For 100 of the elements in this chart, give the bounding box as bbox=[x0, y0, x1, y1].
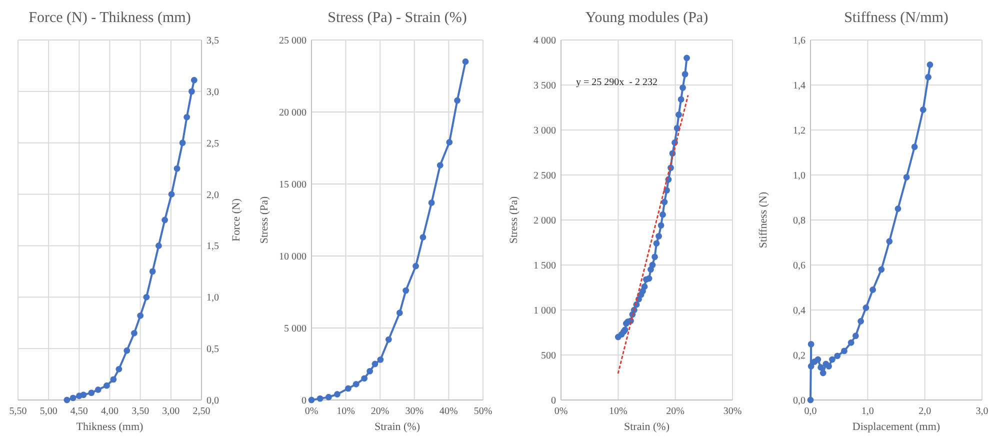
y2-tick-label: 2,0 bbox=[206, 190, 219, 201]
x-axis-title: Strain (%) bbox=[624, 421, 670, 433]
point bbox=[377, 356, 384, 363]
point bbox=[174, 165, 180, 172]
y-tick-label: 0,4 bbox=[793, 306, 806, 316]
x-axis-title: Strain (%) bbox=[374, 421, 420, 433]
point bbox=[308, 396, 315, 404]
y-tick-label: 500 bbox=[541, 350, 556, 362]
point bbox=[834, 352, 841, 360]
y2-tick-label: 0,5 bbox=[206, 344, 219, 356]
point bbox=[652, 254, 658, 260]
point bbox=[396, 310, 403, 316]
y-tick-label: 1,6 bbox=[793, 36, 806, 46]
x-tick-label: 5,50 bbox=[9, 406, 27, 417]
x-axis-title: Displacement (mm) bbox=[852, 421, 940, 433]
y-tick-label: 1 500 bbox=[534, 260, 556, 272]
point bbox=[361, 375, 368, 382]
annotation: y = 25 290x - 2 232 bbox=[576, 77, 658, 88]
point bbox=[80, 392, 87, 398]
point bbox=[649, 262, 656, 268]
y2-tick-label: 0,0 bbox=[206, 396, 219, 406]
point bbox=[920, 106, 926, 113]
y-tick-label: 0 bbox=[302, 396, 306, 406]
x-tick-label: 30% bbox=[405, 406, 424, 417]
point bbox=[110, 376, 117, 383]
x-tick-label: 2,0 bbox=[918, 406, 932, 417]
x-tick-label: 10% bbox=[336, 406, 355, 417]
point bbox=[807, 396, 814, 404]
y-tick-label: 0,0 bbox=[793, 396, 806, 406]
point bbox=[155, 242, 162, 249]
point bbox=[848, 339, 854, 346]
chart-title: Young modules (Pa) bbox=[585, 10, 708, 26]
y-tick-label: 1,0 bbox=[793, 170, 806, 182]
point bbox=[316, 395, 324, 402]
point bbox=[402, 287, 410, 294]
x-tick-label: 3,00 bbox=[162, 406, 180, 417]
chart-title: Stiffness (N/mm) bbox=[844, 10, 948, 26]
point bbox=[829, 356, 836, 363]
x-tick-label: 3,0 bbox=[976, 406, 988, 417]
x-tick-label: 0% bbox=[304, 406, 318, 417]
y-tick-label: 25 000 bbox=[279, 36, 306, 46]
point bbox=[420, 234, 426, 240]
point bbox=[454, 97, 460, 104]
point bbox=[64, 396, 70, 404]
y-tick-label: 0,8 bbox=[793, 216, 806, 226]
point bbox=[858, 318, 864, 324]
x-tick-label: 1,0 bbox=[861, 406, 874, 417]
point bbox=[462, 58, 469, 65]
y-axis-title: Stiffness (N) bbox=[758, 192, 770, 248]
point bbox=[334, 391, 340, 398]
y-tick-label: 3 500 bbox=[534, 80, 556, 92]
point bbox=[325, 394, 332, 400]
y-tick-label: 2 000 bbox=[534, 216, 556, 226]
point bbox=[870, 286, 876, 293]
point bbox=[436, 162, 444, 168]
x-tick-label: 2,50 bbox=[192, 406, 210, 417]
y-axis-title: Stress (Pa) bbox=[258, 196, 270, 244]
point bbox=[814, 356, 822, 363]
point bbox=[820, 370, 826, 376]
y-tick-label: 4 000 bbox=[534, 36, 556, 46]
y-tick-label: 5 000 bbox=[284, 324, 306, 334]
point bbox=[149, 268, 156, 275]
point bbox=[894, 206, 902, 212]
point bbox=[664, 187, 670, 194]
point bbox=[103, 382, 110, 389]
point bbox=[94, 386, 102, 393]
point bbox=[168, 191, 175, 198]
y-tick-label: 0,6 bbox=[793, 260, 806, 272]
y-tick-label: 20 000 bbox=[279, 108, 306, 118]
point bbox=[660, 211, 666, 218]
x-tick-label: 30% bbox=[723, 406, 742, 417]
y-tick-label: 3 000 bbox=[534, 126, 556, 136]
y2-tick-label: 3,0 bbox=[206, 86, 219, 98]
point bbox=[446, 139, 453, 146]
point bbox=[678, 96, 684, 103]
point bbox=[818, 364, 824, 371]
point bbox=[653, 240, 660, 247]
y-tick-label: 0,2 bbox=[793, 350, 806, 362]
x-tick-label: 3,50 bbox=[132, 406, 150, 417]
x-axis-title: Thikness (mm) bbox=[76, 421, 144, 433]
point bbox=[808, 363, 814, 370]
y-tick-label: 1 000 bbox=[534, 306, 556, 316]
point bbox=[641, 283, 648, 290]
y-tick-label: 1,2 bbox=[793, 126, 806, 136]
point bbox=[903, 174, 910, 180]
chart-title: Stress (Pa) - Strain (%) bbox=[328, 10, 467, 26]
y-tick-label: 0 bbox=[551, 396, 556, 406]
point bbox=[179, 140, 186, 146]
y-tick-label: 15 000 bbox=[279, 180, 306, 190]
x-tick-label: 4,00 bbox=[101, 406, 118, 417]
point bbox=[878, 266, 885, 273]
point bbox=[345, 385, 352, 392]
y-axis-title: Stress (Pa) bbox=[508, 196, 520, 244]
point bbox=[428, 200, 435, 206]
x-tick-label: 0,0 bbox=[804, 406, 817, 417]
point bbox=[188, 88, 195, 95]
x-tick-label: 20% bbox=[370, 406, 390, 417]
x-tick-label: 4,50 bbox=[70, 406, 88, 417]
x-tick-label: 20% bbox=[666, 406, 685, 417]
point bbox=[684, 54, 690, 62]
